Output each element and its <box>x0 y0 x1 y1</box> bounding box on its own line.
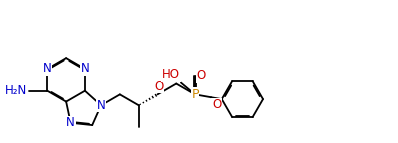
Text: N: N <box>97 99 105 112</box>
Text: O: O <box>154 80 163 93</box>
Text: N: N <box>66 116 75 129</box>
Text: H₂N: H₂N <box>4 84 27 97</box>
Text: HO: HO <box>162 68 180 81</box>
Text: N: N <box>43 62 52 76</box>
Text: N: N <box>80 62 89 76</box>
Text: O: O <box>196 69 205 82</box>
Text: O: O <box>212 98 221 111</box>
Text: P: P <box>191 88 199 101</box>
